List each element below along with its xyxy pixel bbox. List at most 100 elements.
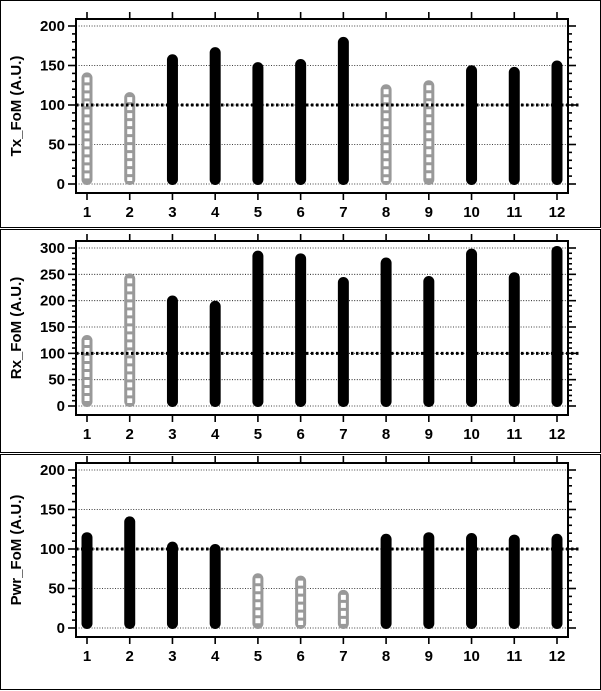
y-tick-label: 50	[48, 372, 65, 389]
x-tick-label: 7	[339, 204, 347, 221]
x-tick-label: 3	[168, 648, 176, 665]
y-tick-label: 200	[40, 18, 65, 35]
x-tick-label: 2	[126, 204, 134, 221]
bar-11	[508, 66, 520, 185]
x-tick-label: 4	[211, 426, 220, 443]
bar-9	[423, 80, 435, 185]
bar-1	[81, 532, 93, 629]
x-tick-label: 9	[425, 648, 433, 665]
x-tick-label: 8	[382, 648, 390, 665]
axis-frame	[75, 18, 569, 194]
x-tick-label: 9	[425, 204, 433, 221]
panel-frame	[0, 454, 601, 690]
bar-7	[337, 277, 349, 407]
bar-12	[551, 533, 563, 629]
y-tick-label: 150	[40, 58, 65, 75]
bar-6	[295, 575, 307, 629]
x-tick-label: 3	[168, 426, 176, 443]
x-tick-label: 5	[254, 204, 262, 221]
y-tick-label: 100	[40, 97, 65, 114]
bar-6	[295, 253, 307, 407]
y-axis-label: Pwr_FoM (A.U.)	[8, 495, 25, 606]
x-tick-label: 1	[83, 204, 91, 221]
y-tick-label: 0	[57, 620, 65, 637]
bar-1	[81, 334, 93, 407]
y-tick-label: 150	[40, 319, 65, 336]
y-tick-label: 0	[57, 398, 65, 415]
bar-11	[508, 272, 520, 407]
x-tick-label: 7	[339, 648, 347, 665]
x-tick-label: 11	[506, 204, 522, 221]
x-tick-label: 4	[211, 204, 220, 221]
bar-6	[295, 58, 307, 185]
x-tick-label: 9	[425, 426, 433, 443]
bar-4	[209, 544, 221, 629]
bar-11	[508, 534, 520, 629]
x-tick-label: 12	[549, 204, 566, 221]
bar-10	[466, 532, 478, 629]
axis-frame	[75, 462, 569, 638]
x-tick-label: 11	[506, 426, 522, 443]
bar-8	[380, 533, 392, 629]
bar-1	[81, 72, 93, 185]
y-tick-label: 50	[48, 137, 65, 154]
bar-2	[124, 516, 136, 629]
x-tick-label: 2	[126, 426, 134, 443]
y-tick-label: 200	[40, 293, 65, 310]
y-tick-label: 200	[40, 462, 65, 479]
bar-10	[466, 248, 478, 407]
x-tick-label: 10	[463, 204, 480, 221]
x-tick-label: 6	[296, 648, 304, 665]
x-tick-label: 7	[339, 426, 347, 443]
y-tick-label: 250	[40, 266, 65, 283]
bar-9	[423, 532, 435, 629]
bar-2	[124, 92, 136, 185]
bar-5	[252, 250, 264, 407]
bar-7	[337, 36, 349, 185]
bar-4	[209, 47, 221, 186]
bar-3	[166, 295, 178, 407]
x-tick-label: 12	[549, 648, 566, 665]
bar-5	[252, 573, 264, 629]
x-tick-label: 12	[549, 426, 566, 443]
x-tick-label: 10	[463, 426, 480, 443]
y-tick-label: 150	[40, 502, 65, 519]
y-tick-label: 50	[48, 581, 65, 598]
bar-4	[209, 300, 221, 407]
y-tick-label: 100	[40, 345, 65, 362]
x-tick-label: 5	[254, 648, 262, 665]
x-tick-label: 6	[296, 204, 304, 221]
bar-12	[551, 245, 563, 407]
x-tick-label: 8	[382, 204, 390, 221]
bar-7	[337, 589, 349, 629]
y-axis-label: Rx_FoM (A.U.)	[8, 277, 25, 380]
x-tick-label: 5	[254, 426, 262, 443]
y-axis-label: Tx_FoM (A.U.)	[8, 56, 25, 157]
x-tick-label: 2	[126, 648, 134, 665]
x-tick-label: 11	[506, 648, 522, 665]
x-tick-label: 1	[83, 426, 91, 443]
bar-3	[166, 541, 178, 629]
x-tick-label: 3	[168, 204, 176, 221]
bar-8	[380, 84, 392, 185]
x-tick-label: 10	[463, 648, 480, 665]
x-tick-label: 4	[211, 648, 220, 665]
bar-2	[124, 273, 136, 407]
bar-5	[252, 62, 264, 185]
x-tick-label: 6	[296, 426, 304, 443]
bar-8	[380, 257, 392, 407]
x-tick-label: 8	[382, 426, 390, 443]
y-tick-label: 300	[40, 240, 65, 257]
x-tick-label: 1	[83, 648, 91, 665]
bar-3	[166, 54, 178, 186]
axis-frame	[75, 240, 569, 416]
bar-12	[551, 60, 563, 185]
y-tick-label: 100	[40, 541, 65, 558]
y-tick-label: 0	[57, 176, 65, 193]
bar-10	[466, 65, 478, 185]
bar-9	[423, 275, 435, 407]
